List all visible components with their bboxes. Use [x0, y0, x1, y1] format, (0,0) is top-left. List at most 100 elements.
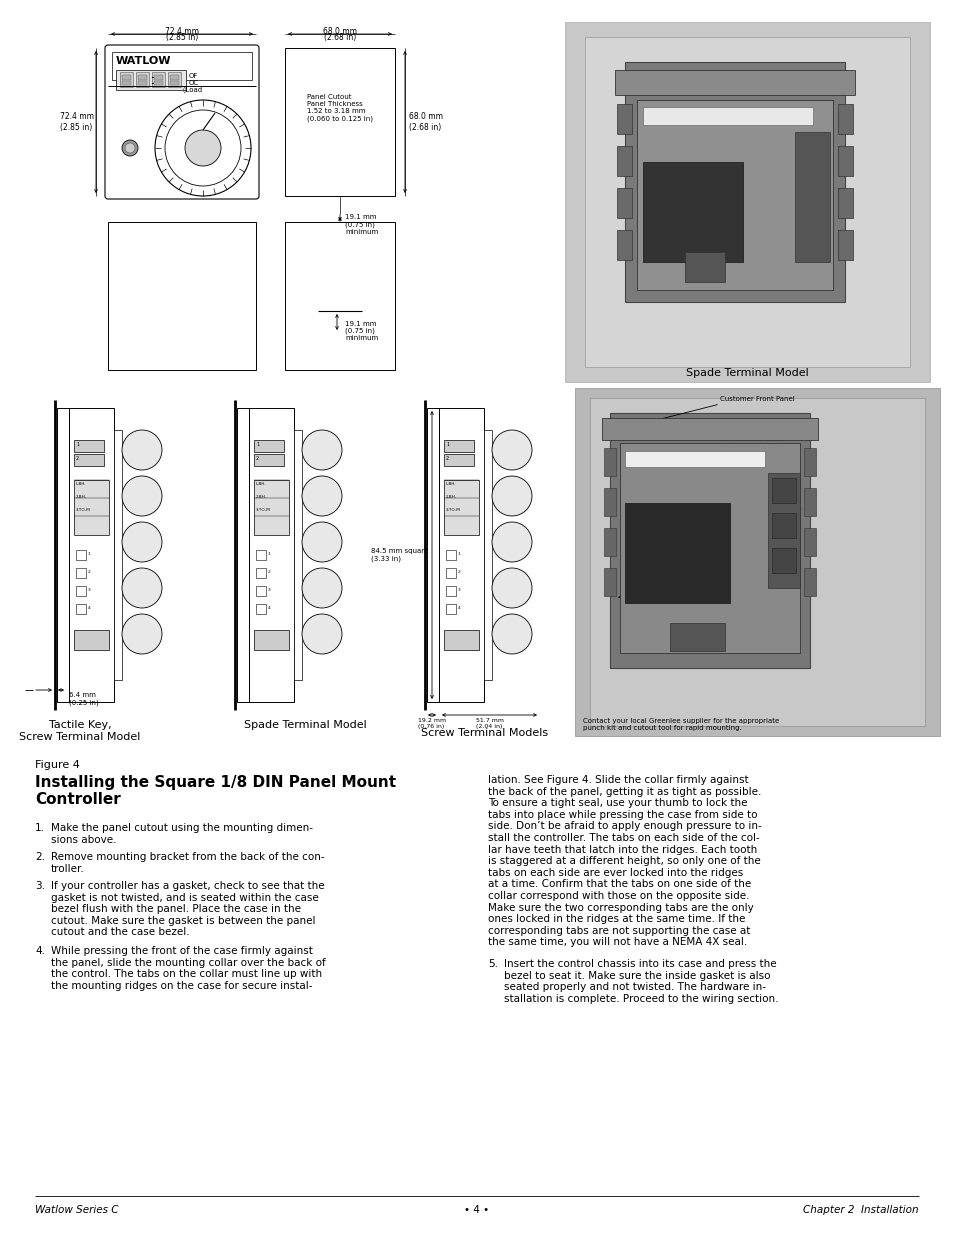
Text: 19.1 mm
(0.75 in)
minimum: 19.1 mm (0.75 in) minimum: [345, 214, 377, 235]
Bar: [138, 82, 147, 85]
Circle shape: [492, 522, 532, 562]
Bar: [603, 529, 616, 556]
Text: While pressing the front of the case firmly against
the panel, slide the mountin: While pressing the front of the case fir…: [51, 946, 325, 990]
Bar: [837, 146, 852, 177]
Text: Part Number Label: Part Number Label: [720, 436, 784, 442]
Bar: [443, 454, 474, 466]
Bar: [122, 75, 131, 80]
Bar: [57, 408, 69, 701]
Circle shape: [122, 430, 162, 471]
Bar: [113, 430, 122, 680]
Bar: [152, 72, 165, 86]
Text: 68.0 mm
(2.68 in): 68.0 mm (2.68 in): [409, 112, 442, 132]
Bar: [116, 70, 186, 90]
Text: Remove mounting bracket from the back of the con-
troller.: Remove mounting bracket from the back of…: [51, 852, 324, 873]
Bar: [236, 408, 249, 701]
Bar: [637, 100, 832, 290]
Bar: [767, 473, 800, 588]
Bar: [285, 48, 395, 196]
Text: Make the panel cutout using the mounting dimen-
sions above.: Make the panel cutout using the mounting…: [51, 823, 313, 845]
Text: Watlow Series C: Watlow Series C: [35, 1205, 118, 1215]
Text: Screw Terminal Models: Screw Terminal Models: [421, 727, 548, 739]
Text: 1: 1: [88, 552, 91, 556]
Bar: [74, 454, 104, 466]
Text: (2.68 in): (2.68 in): [323, 33, 355, 42]
Bar: [112, 52, 252, 80]
Bar: [603, 488, 616, 516]
Circle shape: [492, 614, 532, 655]
Bar: [684, 252, 724, 282]
Bar: [294, 430, 302, 680]
Text: OF: OF: [189, 73, 198, 79]
Text: L.BH.: L.BH.: [255, 482, 266, 487]
Text: 3: 3: [457, 588, 460, 592]
Bar: [253, 454, 284, 466]
Bar: [120, 72, 132, 86]
Text: 4: 4: [457, 606, 460, 610]
Circle shape: [492, 568, 532, 608]
Bar: [255, 568, 266, 578]
Text: 2: 2: [255, 456, 259, 461]
Text: 4: 4: [268, 606, 271, 610]
Bar: [483, 430, 492, 680]
Text: Installing the Square 1/8 DIN Panel Mount
Controller: Installing the Square 1/8 DIN Panel Moun…: [35, 776, 395, 808]
Text: 3.TO-M: 3.TO-M: [76, 508, 91, 513]
Text: 4.: 4.: [35, 946, 45, 956]
Text: 2.BH.: 2.BH.: [76, 495, 87, 499]
Text: 3.TO-M: 3.TO-M: [255, 508, 271, 513]
Bar: [603, 568, 616, 597]
Text: 19.2 mm
(0.76 in): 19.2 mm (0.76 in): [417, 718, 446, 729]
Bar: [122, 82, 131, 85]
Text: WATLOW: WATLOW: [116, 56, 172, 65]
Text: Figure 4: Figure 4: [35, 760, 80, 769]
Bar: [803, 488, 815, 516]
Circle shape: [302, 522, 341, 562]
Bar: [253, 440, 284, 452]
Bar: [609, 412, 809, 668]
Bar: [624, 451, 764, 467]
Text: 51.7 mm
(2.04 in): 51.7 mm (2.04 in): [476, 718, 503, 729]
Text: 1: 1: [268, 552, 271, 556]
Text: • 4 •: • 4 •: [464, 1205, 489, 1215]
Circle shape: [302, 568, 341, 608]
Text: (2.85 in): (2.85 in): [166, 33, 198, 42]
Circle shape: [122, 140, 138, 156]
Circle shape: [122, 475, 162, 516]
Bar: [76, 604, 86, 614]
Text: Terminal Blocks Locations
on Screw Terminal Models: Terminal Blocks Locations on Screw Termi…: [720, 500, 801, 511]
Bar: [837, 188, 852, 219]
Bar: [136, 72, 149, 86]
Bar: [76, 568, 86, 578]
Bar: [615, 70, 854, 95]
Circle shape: [125, 143, 135, 153]
Bar: [584, 37, 909, 367]
Text: 2: 2: [76, 456, 79, 461]
FancyBboxPatch shape: [105, 44, 258, 199]
Bar: [170, 75, 179, 80]
Bar: [153, 82, 163, 85]
Text: 4: 4: [88, 606, 91, 610]
Text: 3: 3: [88, 588, 91, 592]
Bar: [255, 585, 266, 597]
Text: L.BH.: L.BH.: [446, 482, 456, 487]
Bar: [74, 630, 109, 650]
Bar: [771, 478, 795, 503]
Bar: [624, 62, 844, 303]
Bar: [803, 529, 815, 556]
Text: 1: 1: [457, 552, 460, 556]
Circle shape: [165, 110, 241, 186]
Text: L.BH.: L.BH.: [76, 482, 87, 487]
Bar: [642, 107, 812, 125]
Bar: [617, 230, 631, 261]
Text: Screw Terminal Model: Screw Terminal Model: [19, 732, 140, 742]
Circle shape: [302, 430, 341, 471]
Text: 72.4 mm: 72.4 mm: [165, 27, 199, 36]
Text: 2: 2: [268, 571, 271, 574]
Bar: [617, 146, 631, 177]
Bar: [771, 513, 795, 538]
Text: If your controller has a gasket, check to see that the
gasket is not twisted, an: If your controller has a gasket, check t…: [51, 881, 324, 937]
Circle shape: [185, 130, 221, 165]
Text: 2: 2: [88, 571, 91, 574]
Bar: [443, 440, 474, 452]
Text: 6.4 mm
(0.25 in): 6.4 mm (0.25 in): [69, 692, 99, 705]
